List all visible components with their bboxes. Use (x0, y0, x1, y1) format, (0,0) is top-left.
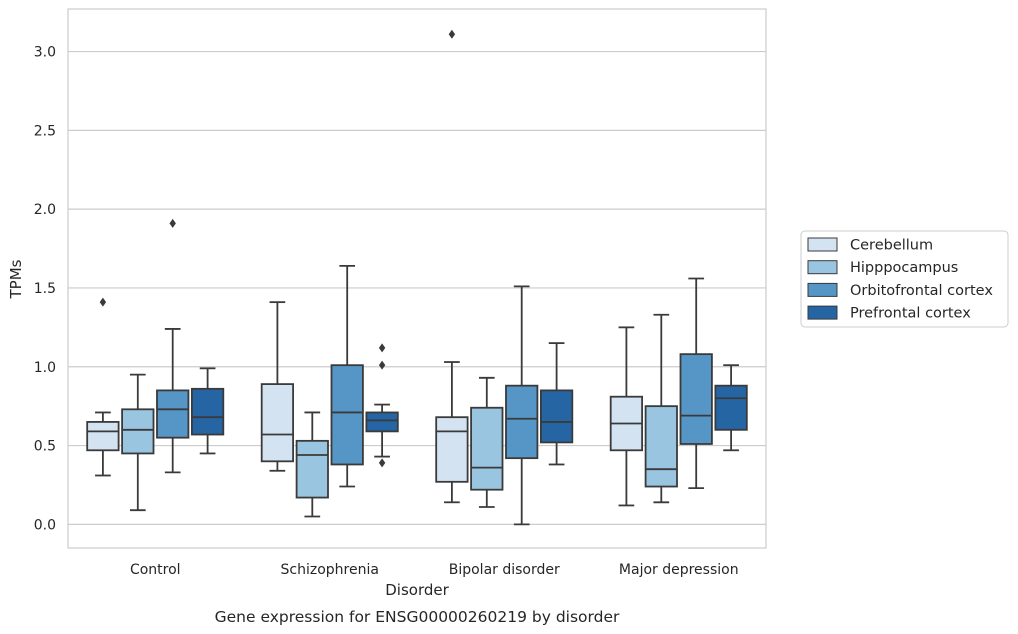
y-axis-ticks: 0.0 0.5 1.0 1.5 2.0 2.5 3.0 (34, 45, 56, 534)
box-iqr (505, 384, 539, 460)
box-iqr (260, 383, 295, 463)
plot-frame (67, 8, 767, 549)
legend-swatch (807, 305, 838, 320)
gridlines (68, 50, 766, 525)
box-hipppocampus (470, 376, 504, 508)
legend-label: Cerebellum (850, 238, 933, 254)
box-iqr (365, 411, 399, 433)
box-prefrontal-cortex (714, 364, 748, 452)
box-iqr (470, 406, 504, 491)
box-iqr (121, 408, 155, 455)
box-iqr (644, 405, 678, 488)
outlier-point (448, 29, 456, 39)
box-iqr (295, 439, 329, 499)
chart-caption: Gene expression for ENSG00000260219 by d… (215, 608, 620, 626)
x-tick-label: Major depression (619, 562, 739, 578)
box-prefrontal-cortex (190, 367, 225, 455)
legend-swatch (807, 237, 838, 252)
box-cerebellum (86, 297, 120, 477)
y-tick-label: 1.5 (34, 281, 56, 297)
box-orbitofrontal-cortex (679, 277, 713, 490)
box-iqr (190, 387, 225, 436)
box-iqr (156, 389, 190, 439)
box-iqr (714, 384, 748, 431)
legend-label: Hipppocampus (850, 260, 958, 276)
x-tick-label: Control (130, 562, 181, 578)
x-axis-ticks: Control Schizophrenia Bipolar disorder Majo… (130, 562, 739, 578)
box-iqr (86, 421, 120, 452)
box-plot-area (86, 29, 748, 526)
y-tick-label: 0.5 (34, 439, 56, 455)
legend-swatch (807, 282, 838, 297)
box-hipppocampus (295, 411, 329, 518)
legend-label: Prefrontal cortex (850, 306, 971, 322)
outlier-point (169, 218, 176, 228)
legend: Cerebellum Hipppocampus Orbitofrontal cort… (800, 230, 1009, 328)
outlier-point (378, 360, 386, 370)
outlier-point (378, 458, 386, 468)
outlier-point (378, 343, 386, 353)
y-tick-label: 2.0 (34, 202, 56, 218)
legend-swatch (807, 260, 838, 275)
box-cerebellum (435, 29, 469, 504)
outlier-point (99, 297, 107, 307)
box-cerebellum (609, 326, 644, 507)
box-hipppocampus (644, 313, 678, 504)
x-axis-title: Disorder (385, 581, 449, 599)
y-tick-label: 1.0 (34, 360, 56, 376)
x-tick-label: Schizophrenia (281, 562, 379, 578)
box-prefrontal-cortex (539, 342, 574, 466)
legend-box (800, 230, 1009, 328)
box-iqr (435, 416, 469, 483)
box-iqr (539, 389, 574, 444)
y-tick-label: 3.0 (34, 45, 56, 61)
x-tick-label: Bipolar disorder (449, 562, 560, 578)
box-orbitofrontal-cortex (156, 218, 190, 474)
box-iqr (679, 353, 713, 445)
box-orbitofrontal-cortex (330, 264, 364, 488)
box-cerebellum (260, 301, 295, 472)
box-hipppocampus (121, 373, 155, 512)
y-tick-label: 0.0 (34, 517, 56, 533)
legend-label: Orbitofrontal cortex (850, 283, 993, 299)
box-iqr (330, 364, 364, 466)
box-prefrontal-cortex (365, 343, 399, 468)
y-axis-title: TPMs (7, 259, 25, 299)
box-orbitofrontal-cortex (505, 285, 539, 526)
y-tick-label: 2.5 (34, 123, 56, 139)
